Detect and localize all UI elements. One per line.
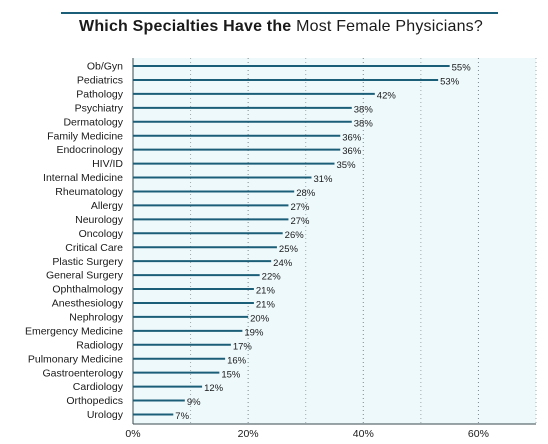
x-tick-label: 40% bbox=[353, 428, 374, 440]
category-label: Radiology bbox=[76, 339, 123, 351]
category-label: Ophthalmology bbox=[52, 284, 123, 296]
category-label: Rheumatology bbox=[55, 186, 123, 198]
value-label: 12% bbox=[204, 383, 224, 394]
x-tick-label: 60% bbox=[468, 428, 489, 440]
value-label: 7% bbox=[175, 411, 189, 422]
category-label: Pediatrics bbox=[77, 75, 123, 87]
x-tick-label: 0% bbox=[125, 428, 140, 440]
chart-title-rest: Most Female Physicians? bbox=[296, 18, 483, 35]
value-label: 24% bbox=[273, 258, 293, 269]
category-label: Critical Care bbox=[65, 242, 123, 254]
category-label: Dermatology bbox=[63, 116, 123, 128]
value-label: 20% bbox=[250, 314, 270, 325]
category-label: Nephrology bbox=[69, 312, 123, 324]
value-label: 19% bbox=[244, 327, 264, 338]
category-label: HIV/ID bbox=[92, 158, 123, 170]
value-label: 36% bbox=[342, 146, 362, 157]
plot-area bbox=[133, 58, 536, 424]
value-label: 27% bbox=[290, 202, 310, 213]
category-label: Psychiatry bbox=[75, 102, 124, 114]
value-label: 9% bbox=[187, 397, 201, 408]
category-label: Plastic Surgery bbox=[52, 256, 123, 268]
value-label: 21% bbox=[256, 286, 276, 297]
category-label: Pathology bbox=[76, 88, 123, 100]
category-label: Emergency Medicine bbox=[25, 325, 123, 337]
value-label: 21% bbox=[256, 300, 276, 311]
category-label: Ob/Gyn bbox=[87, 61, 123, 73]
value-label: 17% bbox=[233, 341, 253, 352]
chart-title-bold: Which Specialties Have the bbox=[79, 18, 292, 35]
category-label: General Surgery bbox=[46, 270, 124, 282]
chart-title: Which Specialties Have the Most Female P… bbox=[0, 18, 548, 36]
value-label: 15% bbox=[221, 369, 241, 380]
value-label: 38% bbox=[354, 104, 374, 115]
value-label: 26% bbox=[285, 230, 305, 241]
category-label: Neurology bbox=[75, 214, 124, 226]
value-label: 55% bbox=[452, 63, 472, 74]
category-label: Family Medicine bbox=[47, 130, 123, 142]
title-rule bbox=[61, 12, 498, 14]
category-label: Endocrinology bbox=[56, 144, 123, 156]
value-label: 27% bbox=[290, 216, 310, 227]
value-label: 53% bbox=[440, 77, 460, 88]
value-label: 31% bbox=[313, 174, 333, 185]
category-label: Urology bbox=[87, 409, 124, 421]
value-label: 36% bbox=[342, 132, 362, 143]
category-label: Anesthesiology bbox=[52, 298, 124, 310]
category-label: Allergy bbox=[91, 200, 124, 212]
x-tick-label: 20% bbox=[238, 428, 259, 440]
category-label: Pulmonary Medicine bbox=[28, 353, 123, 365]
value-label: 38% bbox=[354, 118, 374, 129]
value-label: 42% bbox=[377, 90, 397, 101]
category-label: Oncology bbox=[79, 228, 124, 240]
value-label: 28% bbox=[296, 188, 316, 199]
category-label: Orthopedics bbox=[66, 395, 123, 407]
category-label: Internal Medicine bbox=[43, 172, 123, 184]
category-label: Cardiology bbox=[73, 381, 124, 393]
value-label: 35% bbox=[337, 160, 357, 171]
value-label: 16% bbox=[227, 355, 247, 366]
value-label: 22% bbox=[262, 272, 282, 283]
category-label: Gastroenterology bbox=[42, 367, 123, 379]
value-label: 25% bbox=[279, 244, 299, 255]
